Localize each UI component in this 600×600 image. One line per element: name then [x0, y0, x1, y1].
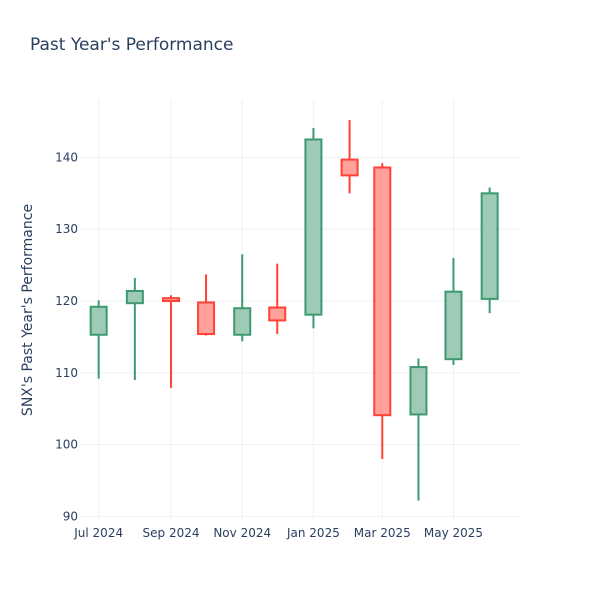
candle-decreasing — [373, 163, 392, 459]
y-tick-label: 90 — [63, 509, 78, 523]
candle-body — [162, 297, 181, 303]
y-axis-ticks: 90 100 110 120 130 140 — [55, 150, 78, 523]
candle-increasing — [89, 300, 108, 379]
candle-body — [409, 366, 428, 416]
candle-decreasing — [197, 274, 216, 336]
candle-decreasing — [340, 120, 359, 194]
chart-title: Past Year's Performance — [30, 35, 234, 55]
candles — [89, 120, 499, 501]
candle-increasing — [233, 254, 252, 342]
candle-body — [197, 301, 216, 336]
x-tick-label: Jul 2024 — [73, 526, 123, 540]
candle-body — [233, 307, 252, 336]
x-axis-ticks: Jul 2024 Sep 2024 Nov 2024 Jan 2025 Mar 2025… — [73, 526, 483, 540]
candle-increasing — [409, 358, 428, 501]
candle-body — [444, 290, 463, 361]
y-tick-label: 120 — [55, 294, 78, 308]
candle-increasing — [304, 128, 323, 329]
candle-body — [89, 305, 108, 336]
candle-body — [373, 166, 392, 417]
y-tick-label: 110 — [55, 366, 78, 380]
candle-increasing — [125, 278, 144, 380]
candle-body — [304, 138, 323, 316]
candle-decreasing — [162, 295, 181, 388]
candle-body — [125, 289, 144, 305]
candle-decreasing — [268, 263, 287, 335]
x-tick-label: Mar 2025 — [354, 526, 411, 540]
y-tick-label: 140 — [55, 150, 78, 164]
candle-body — [268, 306, 287, 322]
y-tick-label: 100 — [55, 438, 78, 452]
candle-increasing — [480, 187, 499, 314]
x-tick-label: Sep 2024 — [143, 526, 200, 540]
candle-body — [340, 158, 359, 177]
y-axis-label: SNX's Past Year's Performance — [20, 204, 36, 416]
x-tick-label: May 2025 — [424, 526, 483, 540]
candle-increasing — [444, 257, 463, 365]
x-tick-label: Jan 2025 — [286, 526, 340, 540]
x-tick-label: Nov 2024 — [213, 526, 271, 540]
y-tick-label: 130 — [55, 222, 78, 236]
candle-body — [480, 192, 499, 300]
